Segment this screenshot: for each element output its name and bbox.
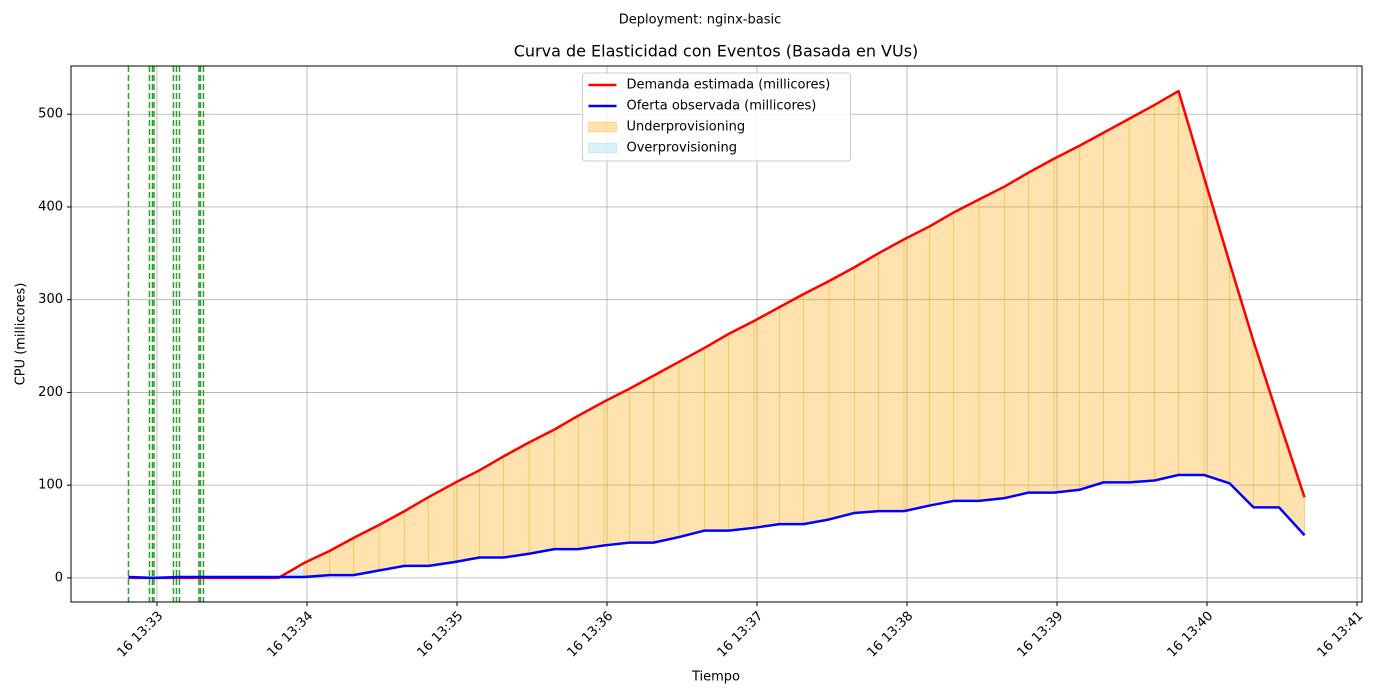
y-tick-label: 400 xyxy=(38,199,63,214)
fill-area xyxy=(1154,91,1179,481)
legend-box xyxy=(582,72,851,162)
fill-area xyxy=(1004,172,1029,499)
fill-area xyxy=(503,442,529,558)
x-tick-label: 16 13:35 xyxy=(415,609,467,661)
fill-area xyxy=(854,253,879,513)
fill-area xyxy=(329,538,354,576)
fill-area xyxy=(528,429,555,554)
legend-swatch xyxy=(588,142,617,154)
x-tick-label: 16 13:41 xyxy=(1315,609,1367,661)
fill-area xyxy=(1178,91,1205,475)
fill-area xyxy=(929,212,954,506)
fill-area xyxy=(554,415,579,550)
fill-area xyxy=(629,375,654,543)
fill-area xyxy=(453,470,480,563)
series-line xyxy=(128,473,1306,580)
fill-area xyxy=(803,281,830,525)
fill-area xyxy=(1279,420,1305,536)
fill-area xyxy=(1054,145,1080,493)
fill-area xyxy=(878,239,905,512)
fill-area xyxy=(953,199,980,501)
fill-area xyxy=(378,511,405,571)
fill-area xyxy=(404,497,429,566)
x-tick-label: 16 13:33 xyxy=(115,609,167,661)
fill-area xyxy=(1253,341,1280,508)
legend-label: Oferta observada (millicores) xyxy=(627,99,817,114)
y-tick-label: 500 xyxy=(38,107,63,122)
y-axis-label: CPU (millicores) xyxy=(14,283,29,386)
fill-area xyxy=(653,361,679,543)
fill-area xyxy=(353,525,379,576)
fill-area xyxy=(979,186,1005,501)
y-tick-label: 100 xyxy=(38,478,63,493)
fill-area xyxy=(303,550,330,577)
fill-area xyxy=(829,267,855,520)
legend-label: Demanda estimada (millicores) xyxy=(627,78,831,93)
fill-area xyxy=(704,334,729,531)
x-tick-label: 16 13:34 xyxy=(265,609,317,661)
fill-area xyxy=(1028,158,1055,493)
fill-area xyxy=(678,347,705,538)
chart-title: Curva de Elasticidad con Eventos (Basada… xyxy=(514,42,919,61)
series-line xyxy=(128,89,1306,580)
y-tick-label: 300 xyxy=(38,292,63,307)
fill-area xyxy=(603,388,630,546)
legend-label: Overprovisioning xyxy=(627,141,738,156)
fill-area xyxy=(779,294,804,525)
x-tick-label: 16 13:40 xyxy=(1165,609,1217,661)
x-tick-label: 16 13:38 xyxy=(865,609,917,661)
fill-area xyxy=(904,226,930,512)
plot-frame xyxy=(70,65,1363,603)
legend-label: Underprovisioning xyxy=(627,120,746,135)
x-tick-label: 16 13:37 xyxy=(715,609,767,661)
y-tick-label: 200 xyxy=(38,385,63,400)
legend-swatch xyxy=(588,121,617,133)
fill-area xyxy=(479,456,504,558)
fill-area xyxy=(1129,104,1155,483)
fill-area xyxy=(1103,118,1130,483)
suptitle: Deployment: nginx-basic xyxy=(619,13,782,28)
x-axis-label: Tiempo xyxy=(691,670,740,685)
fill-area xyxy=(754,307,780,528)
fill-area xyxy=(1204,177,1230,484)
y-tick-label: 0 xyxy=(55,570,63,585)
x-tick-label: 16 13:36 xyxy=(565,609,617,661)
fill-area xyxy=(1079,132,1104,490)
fill-area xyxy=(728,321,755,531)
fill-area xyxy=(578,401,604,550)
x-tick-label: 16 13:39 xyxy=(1015,609,1067,661)
legend: Demanda estimada (millicores) Oferta obse… xyxy=(582,72,851,162)
fill-area xyxy=(428,483,454,566)
